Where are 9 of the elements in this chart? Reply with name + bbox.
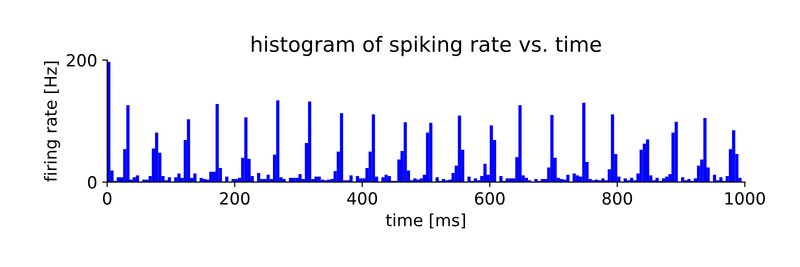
x-tick-label: 1000: [725, 192, 765, 205]
x-tick-label: 800: [602, 192, 632, 205]
y-axis-title: firing rate [Hz]: [44, 62, 60, 182]
x-tick-label: 400: [347, 192, 378, 205]
chart-title: histogram of spiking rate vs. time: [252, 36, 601, 56]
x-tick-label: 200: [220, 192, 250, 205]
x-tick-label: 600: [475, 192, 505, 205]
x-tick-label: 0: [102, 192, 112, 205]
x-axis-title: time [ms]: [386, 214, 466, 228]
